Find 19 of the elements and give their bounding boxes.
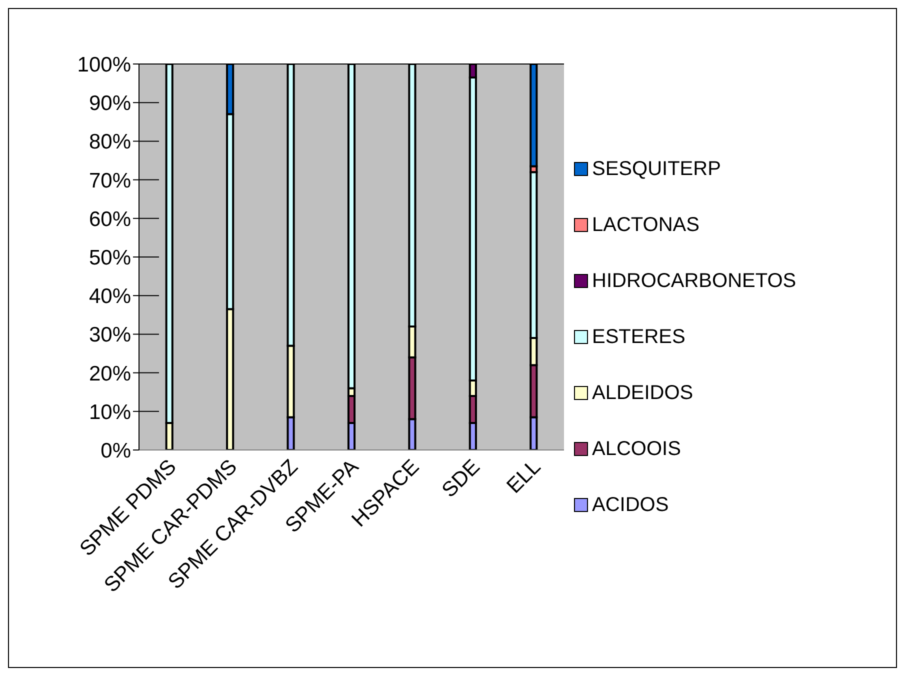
y-tick-label: 100% (77, 53, 131, 76)
y-tick-label: 50% (88, 246, 131, 270)
legend-label: ALCOOIS (592, 438, 681, 460)
y-tick-label: 20% (88, 362, 131, 386)
legend-label: SESQUITERP (592, 158, 721, 180)
y-tick-label: 40% (88, 285, 131, 308)
legend-label: HIDROCARBONETOS (592, 270, 796, 292)
legend-label: ESTERES (592, 326, 686, 348)
legend-label: ACIDOS (592, 494, 669, 516)
y-tick-label: 70% (88, 169, 131, 192)
y-tick-label: 60% (88, 208, 131, 231)
x-tick-label: ELL (502, 455, 546, 498)
y-tick-label: 80% (88, 130, 131, 154)
y-tick-label: 90% (88, 92, 131, 116)
legend-label: ALDEIDOS (592, 382, 694, 404)
legend-label: LACTONAS (592, 214, 700, 236)
y-tick-label: 30% (88, 324, 131, 347)
y-tick-label: 0% (100, 439, 131, 462)
y-tick-label: 10% (88, 400, 131, 424)
